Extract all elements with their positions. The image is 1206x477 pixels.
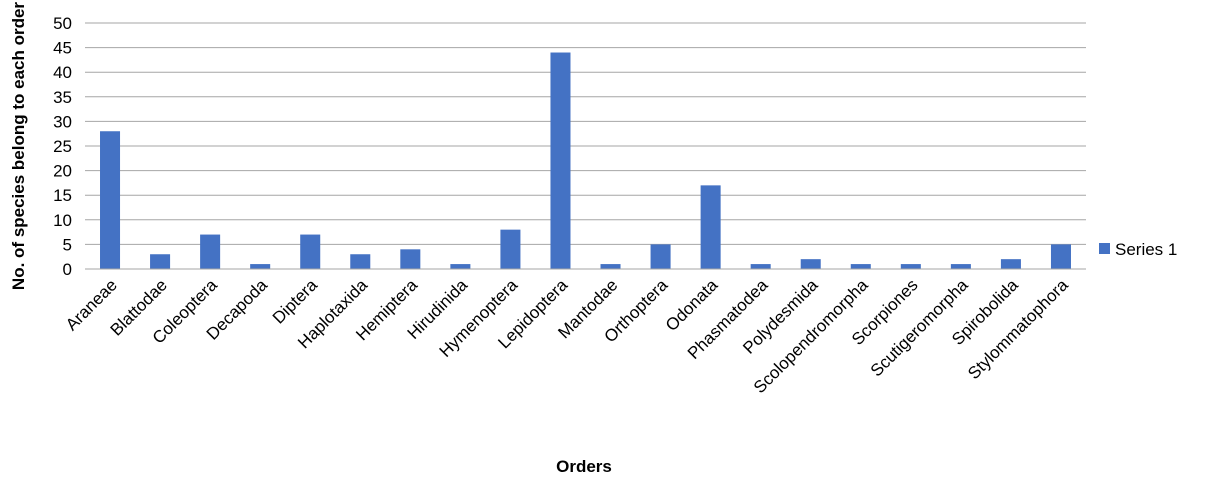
y-tick-label: 20 <box>53 162 72 181</box>
x-axis-title: Orders <box>556 457 612 476</box>
bar <box>400 249 421 269</box>
y-tick-label: 30 <box>53 112 72 131</box>
bar <box>500 229 521 269</box>
bar <box>250 264 271 269</box>
y-tick-label: 25 <box>53 137 72 156</box>
y-tick-label: 45 <box>53 39 72 58</box>
bar <box>750 264 771 269</box>
y-tick-label: 5 <box>63 235 72 254</box>
bar <box>900 264 921 269</box>
y-axis-ticks: 0 5 10 15 20 25 30 35 40 45 50 <box>53 14 72 279</box>
bar <box>850 264 871 269</box>
x-axis-ticks: AraneaeBlattodaeColeopteraDecapodaDipter… <box>62 275 1072 397</box>
y-tick-label: 10 <box>53 211 72 230</box>
y-tick-label: 35 <box>53 88 72 107</box>
bar <box>150 254 171 269</box>
bar <box>1050 244 1071 269</box>
bar <box>550 52 571 269</box>
gridlines <box>85 22 1086 245</box>
bar <box>100 131 121 269</box>
bars <box>100 52 1071 269</box>
bar <box>700 185 721 269</box>
y-tick-label: 15 <box>53 186 72 205</box>
y-tick-label: 0 <box>63 260 72 279</box>
bar <box>300 234 321 269</box>
bar <box>600 264 621 269</box>
bar <box>950 264 971 269</box>
bar <box>1000 259 1021 269</box>
bar <box>800 259 821 269</box>
y-tick-label: 50 <box>53 14 72 33</box>
legend-swatch <box>1099 243 1110 254</box>
y-tick-label: 40 <box>53 63 72 82</box>
bar <box>450 264 471 269</box>
legend-label: Series 1 <box>1115 240 1177 259</box>
y-axis-title: No. of species belong to each order <box>9 2 28 290</box>
bar <box>350 254 371 269</box>
bar <box>200 234 221 269</box>
bar <box>650 244 671 269</box>
legend: Series 1 <box>1099 240 1177 259</box>
